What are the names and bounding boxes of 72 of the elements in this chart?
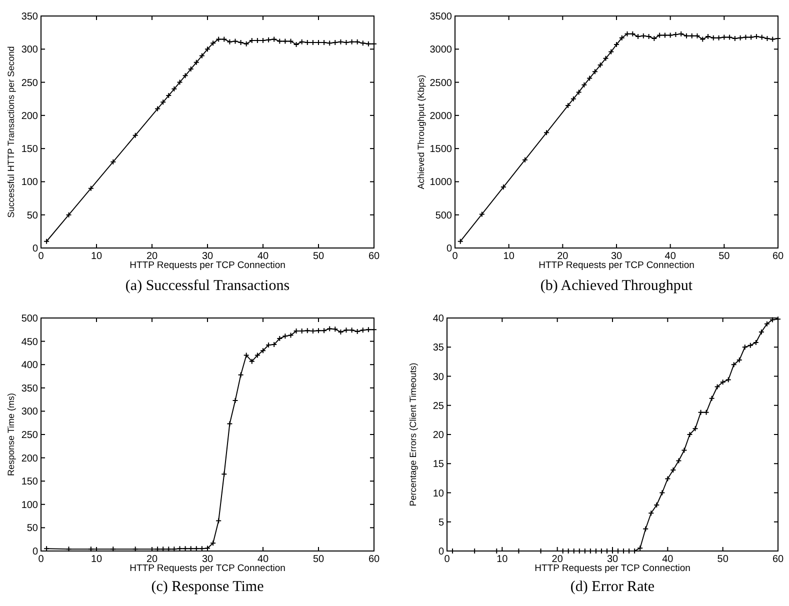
y-tick-label: 100: [21, 500, 38, 511]
x-tick-label: 10: [496, 554, 508, 565]
x-tick-label: 50: [312, 251, 324, 262]
x-axis-title: HTTP Requests per TCP Connection: [534, 563, 690, 574]
y-tick-label: 0: [32, 244, 38, 254]
y-tick-label: 200: [21, 453, 38, 464]
y-tick-label: 300: [21, 406, 38, 418]
y-tick-label: 50: [26, 210, 38, 222]
x-tick-label: 10: [90, 251, 102, 262]
y-tick-label: 150: [21, 144, 38, 156]
y-tick-label: 15: [432, 459, 444, 470]
y-axis-title: Response Time (ms): [6, 392, 16, 476]
y-tick-label: 350: [21, 383, 38, 394]
x-tick-label: 50: [718, 251, 730, 262]
y-tick-label: 25: [432, 400, 444, 412]
text: (d) Error Rate: [570, 579, 655, 595]
x-tick-label: 10: [503, 251, 515, 262]
text: (b) Achieved Throughput: [540, 278, 694, 294]
x-tick-label: 20: [557, 251, 569, 262]
y-tick-label: 2500: [430, 78, 452, 89]
y-tick-label: 30: [432, 372, 444, 383]
y-tick-label: 40: [432, 314, 444, 324]
y-tick-label: 35: [432, 342, 444, 354]
y-tick-label: 5: [438, 517, 444, 528]
x-tick-label: 50: [312, 554, 324, 565]
y-tick-label: 350: [21, 12, 38, 22]
x-tick-label: 60: [772, 554, 784, 565]
x-tick-label: 20: [146, 554, 158, 565]
y-tick-label: 0: [438, 546, 444, 558]
x-tick-label: 50: [717, 554, 729, 565]
y-tick-label: 500: [21, 314, 38, 324]
x-axis-title: HTTP Requests per TCP Connection: [538, 260, 694, 271]
x-tick-label: 10: [90, 554, 102, 565]
x-tick-label: 40: [662, 554, 674, 565]
y-tick-label: 20: [432, 430, 444, 441]
y-axis-title: Percentage Errors (Client Timeouts): [408, 362, 418, 506]
y-tick-label: 100: [21, 177, 38, 188]
y-tick-label: 500: [435, 210, 452, 222]
y-tick-label: 1500: [430, 144, 452, 156]
y-tick-label: 50: [26, 523, 38, 534]
x-tick-label: 40: [257, 554, 269, 565]
x-tick-label: 20: [146, 251, 158, 262]
x-axis-title: HTTP Requests per TCP Connection: [130, 563, 286, 574]
y-axis-title: Achieved Throughput (Kbps): [416, 74, 426, 190]
y-axis-title: Successful HTTP Transactions per Second: [6, 46, 16, 218]
x-tick-label: 60: [772, 251, 784, 262]
y-tick-label: 250: [21, 78, 38, 89]
x-tick-label: 30: [606, 554, 618, 565]
x-tick-label: 30: [202, 251, 214, 262]
y-tick-label: 2000: [430, 110, 452, 122]
y-tick-label: 1000: [430, 177, 452, 188]
x-tick-label: 30: [202, 554, 214, 565]
y-tick-label: 3000: [430, 44, 452, 56]
x-tick-label: 40: [257, 251, 269, 262]
y-tick-label: 0: [446, 244, 452, 254]
x-tick-label: 30: [610, 251, 622, 262]
text: (c) Response Time: [151, 579, 264, 595]
y-tick-label: 200: [21, 110, 38, 122]
y-tick-label: 150: [21, 476, 38, 488]
y-tick-label: 300: [21, 44, 38, 56]
y-tick-label: 3500: [430, 12, 452, 22]
x-tick-label: 40: [664, 251, 676, 262]
x-tick-label: 60: [368, 554, 380, 565]
x-tick-label: 60: [368, 251, 380, 262]
y-tick-label: 400: [21, 360, 38, 372]
x-axis-title: HTTP Requests per TCP Connection: [130, 260, 286, 271]
x-tick-label: 20: [552, 554, 564, 565]
y-tick-label: 0: [32, 546, 38, 558]
y-tick-label: 10: [432, 488, 444, 500]
y-tick-label: 250: [21, 430, 38, 441]
y-tick-label: 450: [21, 336, 38, 348]
text: (a) Successful Transactions: [125, 278, 290, 294]
